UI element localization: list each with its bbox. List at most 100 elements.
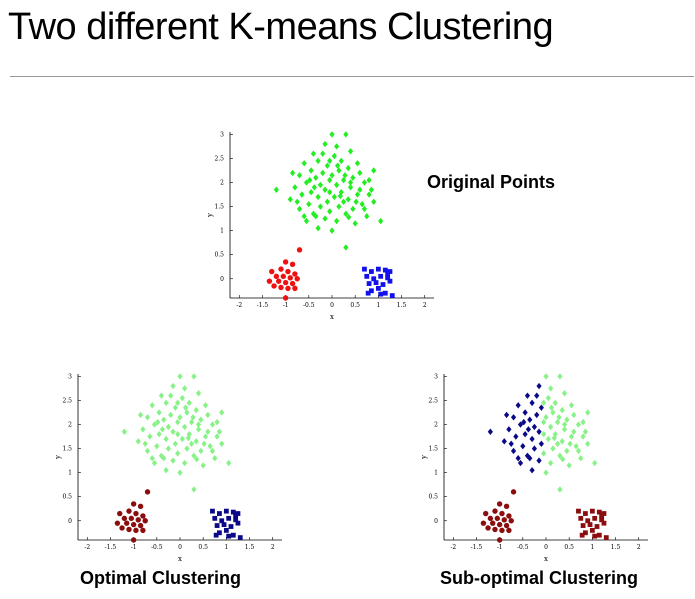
x-tick-label: 0.5 [350,302,360,309]
data-point-diamond [317,181,324,189]
data-point-diamond [135,438,141,445]
data-point-diamond [524,392,531,399]
data-point-diamond [541,450,547,457]
data-point-square [230,532,236,538]
data-point-square [594,524,600,529]
data-point-diamond [334,162,341,169]
data-point-square [601,511,607,516]
data-point-diamond [188,440,195,447]
data-point-circle [285,268,291,275]
y-tick-label: 0.5 [214,252,224,259]
data-point-diamond [515,402,521,409]
data-point-circle [275,278,282,284]
y-tick-label: 1.5 [62,446,72,453]
data-point-diamond [347,179,354,186]
data-point-diamond [559,406,565,414]
x-tick-label: -2 [84,544,90,551]
data-point-diamond [158,392,165,399]
data-point-circle [137,522,144,529]
data-point-square [603,535,609,540]
data-point-diamond [561,390,568,397]
data-point-diamond [527,416,533,423]
y-tick-label: 1 [434,470,438,477]
data-point-diamond [144,447,151,455]
data-point-circle [287,275,293,281]
data-point-circle [271,283,277,289]
data-point-diamond [378,217,384,225]
scatter-plot-sub-optimal: -2 -1.5 -1 -0.5 0 0.5 1 1.5 2 0 0.5 1 1.5 2 2.5 3 x y [420,373,648,563]
data-point-diamond [188,418,195,426]
data-point-diamond [311,184,317,191]
data-point-diamond [144,414,151,421]
data-point-square [214,523,220,528]
data-point-diamond [219,409,225,416]
data-point-diamond [165,445,172,452]
data-point-diamond [294,198,300,205]
data-point-diamond [536,382,542,390]
data-point-diamond [371,167,377,174]
data-point-diamond [529,399,535,407]
data-point-square [212,515,218,521]
data-point-diamond [338,157,344,165]
data-point-diamond [190,414,196,421]
x-tick-label: 1 [224,544,228,551]
y-tick-label: 2 [68,422,72,429]
data-point-circle [126,526,132,533]
data-point-diamond [529,435,535,443]
x-tick-label: 0 [544,544,548,551]
data-point-diamond [343,244,349,251]
data-point-diamond [308,188,314,196]
data-point-diamond [161,455,167,462]
data-point-circle [130,521,137,528]
data-point-circle [126,508,132,514]
data-point-diamond [175,399,181,407]
data-point-diamond [331,193,337,201]
data-point-diamond [179,435,185,443]
data-point-circle [130,537,137,543]
y-axis-label: y [420,455,428,460]
data-point-square [228,524,234,529]
data-point-diamond [306,200,312,208]
data-point-diamond [566,462,572,469]
x-tick-label: 2 [637,544,641,551]
data-point-diamond [317,203,324,210]
data-point-square [382,290,388,296]
data-point-diamond [551,434,557,442]
data-point-square [378,273,384,279]
data-point-square [364,273,370,279]
data-point-diamond [301,213,307,220]
data-point-circle [269,268,275,275]
data-point-diamond [182,459,188,467]
data-point-circle [289,261,296,268]
data-point-diamond [522,409,528,416]
data-point-square [389,293,395,298]
y-tick-label: 1.5 [214,204,224,211]
data-point-diamond [170,457,176,464]
data-point-square [237,535,243,540]
caption-optimal-clustering: Optimal Clustering [80,568,242,588]
data-point-diamond [154,442,160,450]
data-point-diamond [163,399,169,407]
x-tick-label: -0.5 [303,302,315,309]
data-point-diamond [550,409,556,416]
data-point-diamond [541,418,547,426]
data-point-circle [282,295,289,301]
data-point-diamond [324,198,330,205]
data-point-square [233,517,239,523]
x-tick-label: 1.5 [397,302,407,309]
data-point-diamond [534,411,540,419]
data-point-diamond [347,148,354,155]
data-point-diamond [346,213,352,221]
data-point-diamond [545,394,551,402]
data-point-diamond [301,160,307,167]
data-point-circle [133,527,139,534]
scatter-plot-optimal: -2 -1.5 -1 -0.5 0 0.5 1 1.5 2 0 0.5 1 1.5 2 2.5 3 x y [54,373,282,563]
data-point-diamond [219,440,225,447]
data-point-diamond [334,217,340,225]
data-point-diamond [343,131,349,138]
y-axis-label: y [206,213,214,218]
data-point-circle [496,501,503,507]
data-point-diamond [310,150,317,157]
data-point-circle [278,266,284,272]
data-point-circle [501,517,507,523]
